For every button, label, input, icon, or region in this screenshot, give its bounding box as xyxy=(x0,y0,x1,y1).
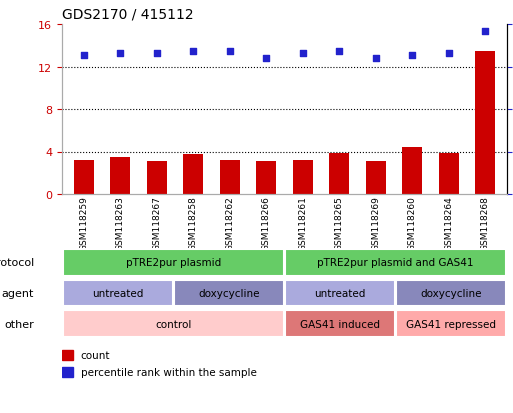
Point xyxy=(299,50,307,57)
Point xyxy=(226,49,234,55)
Bar xyxy=(183,154,203,195)
Text: GAS41 repressed: GAS41 repressed xyxy=(406,319,497,329)
Point xyxy=(371,56,380,62)
Text: count: count xyxy=(81,350,110,360)
Bar xyxy=(475,52,495,195)
Point xyxy=(153,50,161,57)
Bar xyxy=(110,157,130,195)
Bar xyxy=(285,249,506,276)
Bar xyxy=(174,280,284,307)
Bar xyxy=(62,350,73,360)
Point xyxy=(189,49,198,55)
Point xyxy=(408,52,416,59)
Bar xyxy=(256,161,277,195)
Bar xyxy=(63,280,172,307)
Bar xyxy=(293,161,313,195)
Bar xyxy=(63,311,284,337)
Bar xyxy=(220,161,240,195)
Text: protocol: protocol xyxy=(0,258,34,268)
Text: GDS2170 / 415112: GDS2170 / 415112 xyxy=(62,8,193,22)
Bar xyxy=(62,367,73,377)
Text: untreated: untreated xyxy=(92,288,143,298)
Text: pTRE2pur plasmid: pTRE2pur plasmid xyxy=(126,258,221,268)
Text: pTRE2pur plasmid and GAS41: pTRE2pur plasmid and GAS41 xyxy=(318,258,474,268)
Text: GAS41 induced: GAS41 induced xyxy=(300,319,380,329)
Bar xyxy=(439,153,459,195)
Text: agent: agent xyxy=(2,288,34,298)
Bar xyxy=(402,148,422,195)
Point xyxy=(80,52,88,59)
Point xyxy=(445,50,453,57)
Bar xyxy=(366,161,386,195)
Text: control: control xyxy=(155,319,191,329)
Text: untreated: untreated xyxy=(314,288,366,298)
Bar xyxy=(397,311,506,337)
Text: other: other xyxy=(5,319,34,329)
Bar xyxy=(74,161,94,195)
Bar xyxy=(285,280,395,307)
Point xyxy=(335,49,343,55)
Bar xyxy=(329,153,349,195)
Text: doxycycline: doxycycline xyxy=(198,288,260,298)
Point xyxy=(116,50,125,57)
Point xyxy=(481,28,489,35)
Bar xyxy=(147,161,167,195)
Bar xyxy=(285,311,395,337)
Bar xyxy=(63,249,284,276)
Point xyxy=(262,56,270,62)
Bar xyxy=(397,280,506,307)
Text: doxycycline: doxycycline xyxy=(421,288,482,298)
Text: percentile rank within the sample: percentile rank within the sample xyxy=(81,367,256,377)
